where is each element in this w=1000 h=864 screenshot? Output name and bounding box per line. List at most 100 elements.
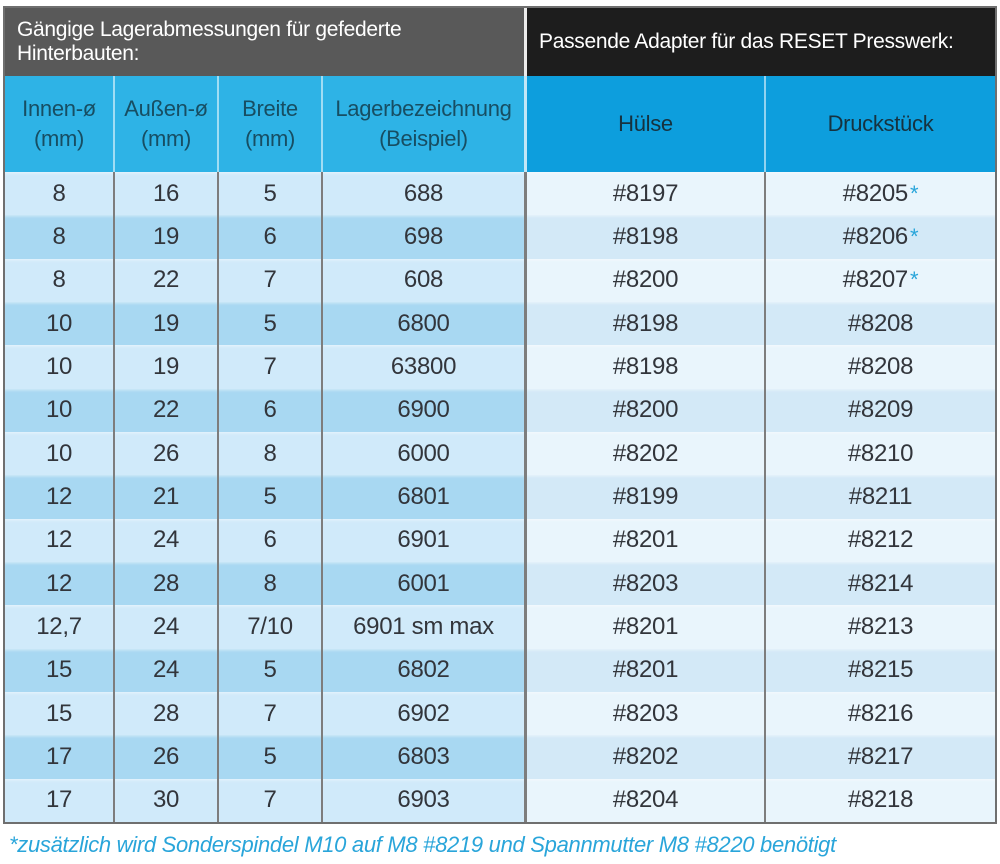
column-header-lagerbezeichnung: Lagerbezeichnung (Beispiel)	[321, 76, 524, 172]
cell-druckstueck-ref: #8213	[764, 605, 995, 649]
cell-lagerbezeichnung: 6902	[321, 691, 524, 736]
druckstueck-value: #8211	[848, 482, 913, 510]
cell-aussen-diameter: 22	[113, 258, 217, 302]
column-label: Außen-ø	[124, 96, 208, 122]
cell-innen-diameter: 17	[5, 778, 113, 822]
table-row: 15 28 7 6902 #8203 #8216	[5, 691, 995, 736]
cell-breite: 5	[217, 648, 321, 692]
cell-druckstueck-ref: #8209	[764, 388, 995, 432]
column-header-breite: Breite (mm)	[217, 76, 321, 172]
cell-druckstueck-ref: #8206 *	[764, 215, 995, 259]
column-header-huelse: Hülse	[524, 76, 764, 172]
table-row: 17 26 5 6803 #8202 #8217	[5, 735, 995, 779]
asterisk-marker: *	[909, 267, 919, 293]
column-unit: (mm)	[244, 126, 296, 151]
cell-lagerbezeichnung: 6800	[321, 301, 524, 346]
cell-huelse-ref: #8197	[524, 172, 764, 216]
cell-huelse-ref: #8201	[524, 518, 764, 562]
table-row: 10 26 8 6000 #8202 #8210	[5, 431, 995, 476]
cell-innen-diameter: 12	[5, 475, 113, 519]
column-unit: (mm)	[33, 126, 85, 151]
cell-aussen-diameter: 19	[113, 215, 217, 259]
cell-huelse-ref: #8202	[524, 735, 764, 779]
table-row: 8 19 6 698 #8198 #8206 *	[5, 215, 995, 259]
cell-breite: 5	[217, 172, 321, 216]
cell-aussen-diameter: 22	[113, 388, 217, 432]
cell-aussen-diameter: 28	[113, 691, 217, 736]
druckstueck-value: #8209	[847, 396, 914, 424]
druckstueck-value: #8216	[847, 699, 914, 727]
cell-innen-diameter: 8	[5, 258, 113, 302]
cell-druckstueck-ref: #8216	[764, 691, 995, 736]
cell-huelse-ref: #8203	[524, 561, 764, 606]
cell-innen-diameter: 10	[5, 345, 113, 389]
bearing-adapter-table: Gängige Lagerabmessungen für gefederte H…	[3, 6, 997, 824]
cell-breite: 6	[217, 388, 321, 432]
druckstueck-value: #8207	[842, 266, 909, 294]
cell-lagerbezeichnung: 6001	[321, 561, 524, 606]
cell-breite: 7	[217, 778, 321, 822]
druckstueck-value: #8206	[842, 222, 909, 250]
cell-druckstueck-ref: #8218	[764, 778, 995, 822]
column-header-innen: Innen-ø (mm)	[5, 76, 113, 172]
cell-huelse-ref: #8201	[524, 648, 764, 692]
cell-innen-diameter: 12	[5, 518, 113, 562]
table-row: 8 22 7 608 #8200 #8207 *	[5, 258, 995, 302]
table-row: 10 19 7 63800 #8198 #8208	[5, 345, 995, 389]
column-header-row: Innen-ø (mm) Außen-ø (mm) Breite (mm) La…	[5, 76, 995, 172]
cell-druckstueck-ref: #8208	[764, 345, 995, 389]
table-row: 10 19 5 6800 #8198 #8208	[5, 301, 995, 346]
cell-druckstueck-ref: #8214	[764, 561, 995, 606]
druckstueck-value: #8218	[847, 786, 914, 814]
column-header-aussen: Außen-ø (mm)	[113, 76, 217, 172]
cell-aussen-diameter: 30	[113, 778, 217, 822]
cell-lagerbezeichnung: 6901	[321, 518, 524, 562]
column-label: Hülse	[618, 111, 673, 137]
cell-breite: 8	[217, 431, 321, 476]
cell-innen-diameter: 10	[5, 431, 113, 476]
cell-aussen-diameter: 28	[113, 561, 217, 606]
cell-druckstueck-ref: #8217	[764, 735, 995, 779]
column-label: Druckstück	[827, 111, 934, 137]
cell-breite: 7	[217, 345, 321, 389]
cell-huelse-ref: #8202	[524, 431, 764, 476]
cell-innen-diameter: 12,7	[5, 605, 113, 649]
cell-druckstueck-ref: #8205 *	[764, 172, 995, 216]
cell-lagerbezeichnung: 6903	[321, 778, 524, 822]
cell-lagerbezeichnung: 6901 sm max	[321, 605, 524, 649]
druckstueck-value: #8214	[847, 569, 914, 597]
cell-innen-diameter: 8	[5, 215, 113, 259]
cell-breite: 7	[217, 258, 321, 302]
cell-druckstueck-ref: #8210	[764, 431, 995, 476]
cell-breite: 6	[217, 215, 321, 259]
cell-innen-diameter: 17	[5, 735, 113, 779]
cell-huelse-ref: #8203	[524, 691, 764, 736]
table-row: 12,7 24 7/10 6901 sm max #8201 #8213	[5, 605, 995, 649]
cell-lagerbezeichnung: 6801	[321, 475, 524, 519]
druckstueck-value: #8217	[847, 742, 914, 770]
cell-lagerbezeichnung: 63800	[321, 345, 524, 389]
cell-innen-diameter: 10	[5, 301, 113, 346]
cell-druckstueck-ref: #8208	[764, 301, 995, 346]
asterisk-marker: *	[909, 180, 919, 206]
table-row: 15 24 5 6802 #8201 #8215	[5, 648, 995, 692]
cell-huelse-ref: #8198	[524, 345, 764, 389]
cell-druckstueck-ref: #8211	[764, 475, 995, 519]
cell-huelse-ref: #8201	[524, 605, 764, 649]
cell-breite: 5	[217, 475, 321, 519]
column-label: Breite	[242, 96, 298, 122]
cell-lagerbezeichnung: 6803	[321, 735, 524, 779]
cell-huelse-ref: #8199	[524, 475, 764, 519]
section-header-row: Gängige Lagerabmessungen für gefederte H…	[5, 8, 995, 76]
cell-huelse-ref: #8204	[524, 778, 764, 822]
table-row: 12 24 6 6901 #8201 #8212	[5, 518, 995, 562]
table-row: 12 21 5 6801 #8199 #8211	[5, 475, 995, 519]
cell-breite: 7/10	[217, 605, 321, 649]
cell-huelse-ref: #8200	[524, 258, 764, 302]
cell-lagerbezeichnung: 688	[321, 172, 524, 216]
cell-aussen-diameter: 24	[113, 648, 217, 692]
cell-aussen-diameter: 21	[113, 475, 217, 519]
column-unit: (mm)	[140, 126, 192, 151]
cell-breite: 5	[217, 735, 321, 779]
